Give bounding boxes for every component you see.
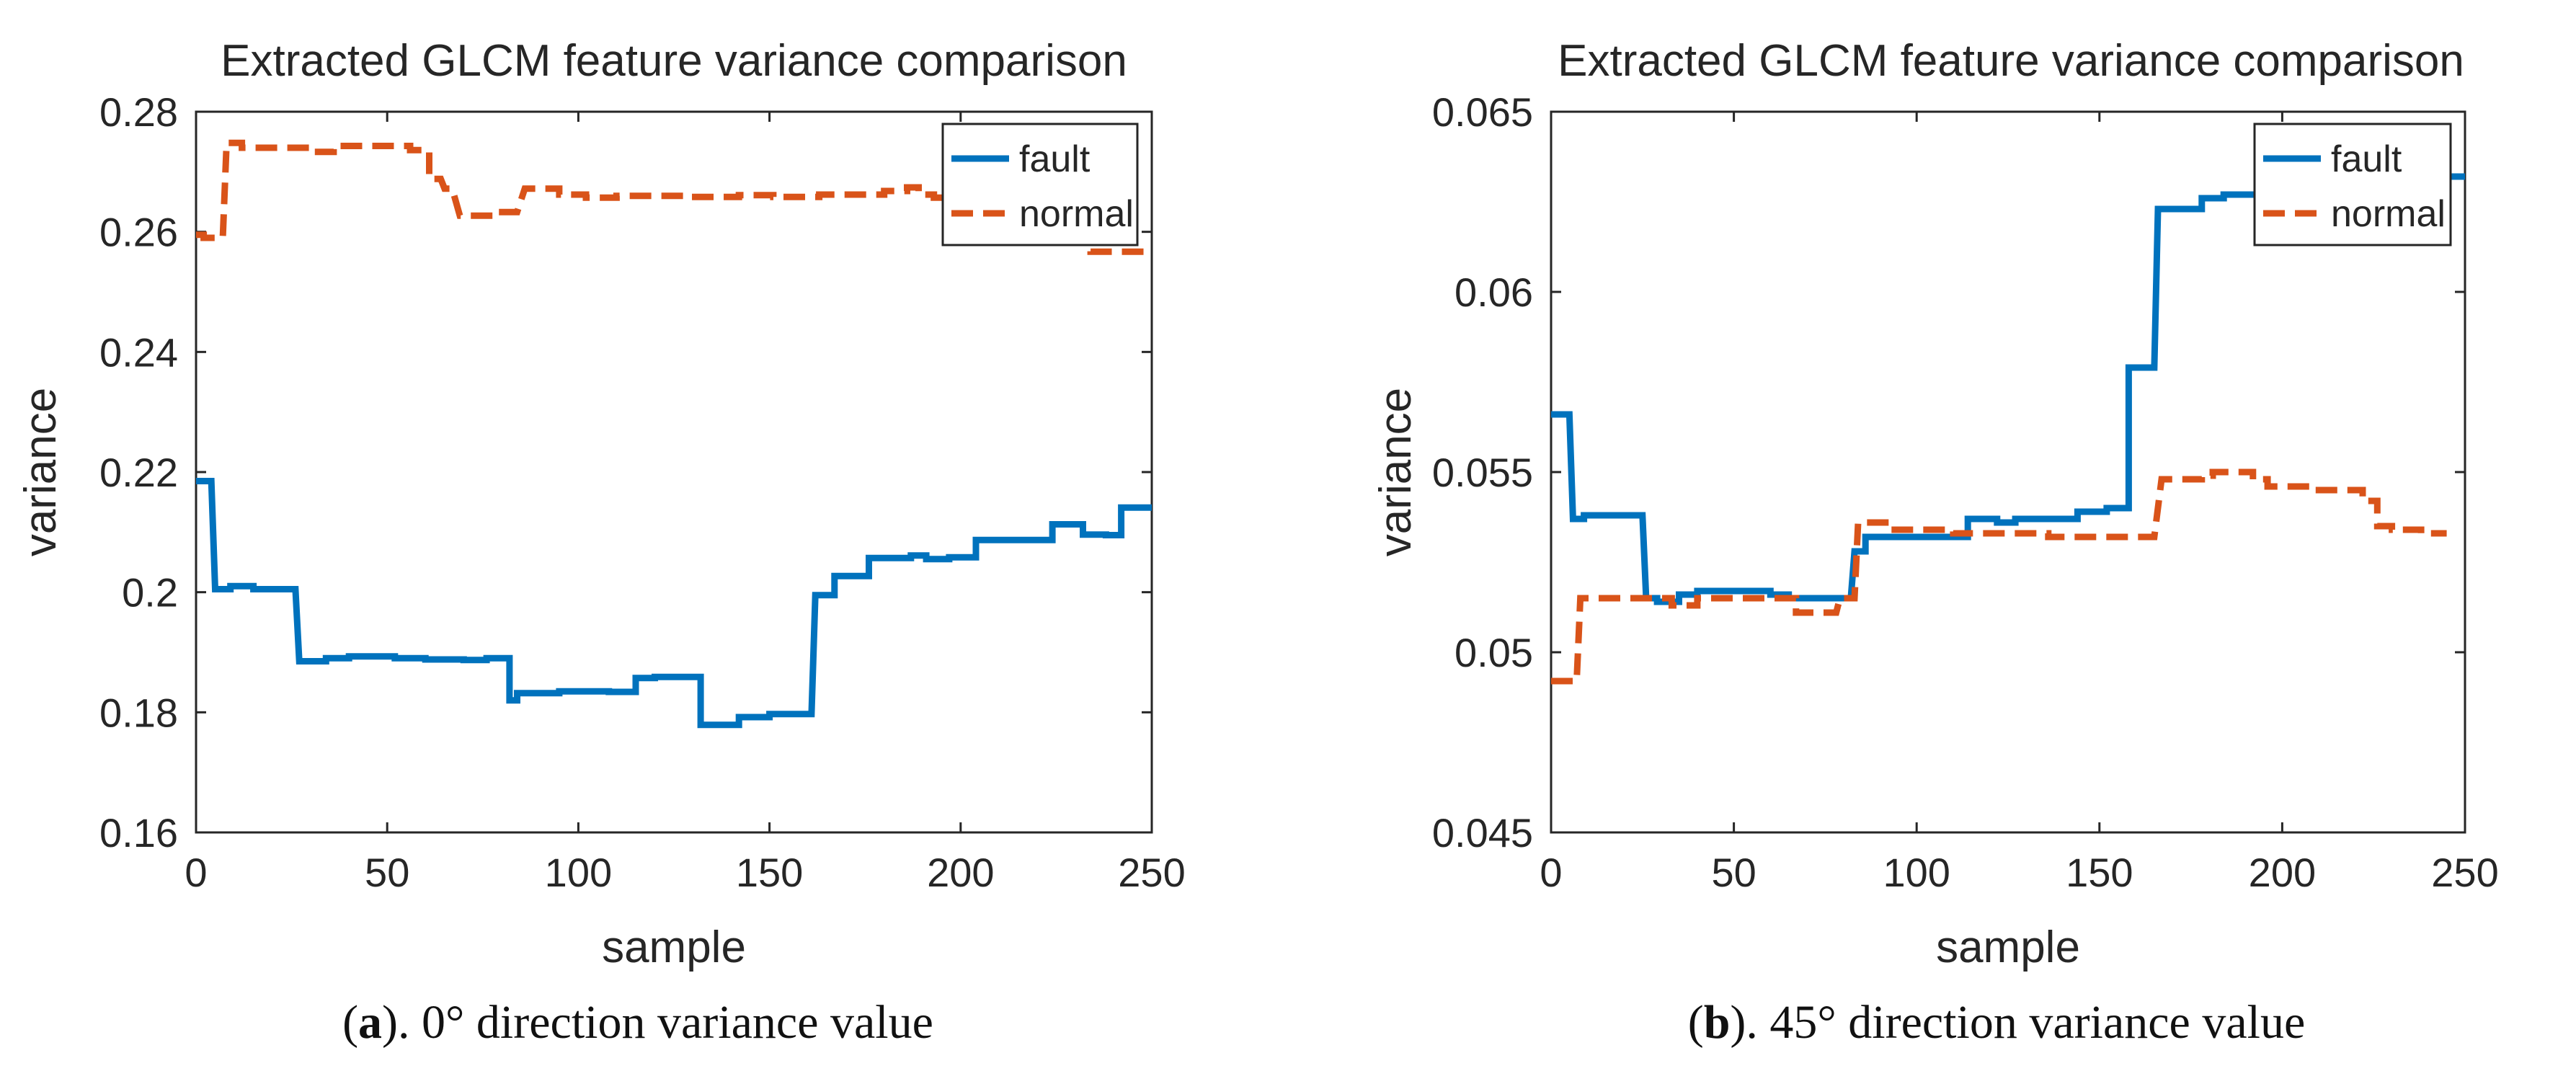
y-tick-label: 0.055 (1432, 450, 1533, 495)
x-tick-label: 150 (2066, 850, 2133, 895)
y-tick-label: 0.065 (1432, 89, 1533, 135)
legend: fault normal (2253, 123, 2452, 246)
caption-a: (a). 0° direction variance value (342, 996, 933, 1049)
x-tick-label: 250 (1118, 850, 1185, 895)
y-axis-label: variance (16, 388, 66, 556)
plot-area: 0 50 100 150 200 250 0.045 0.05 0.055 0.06 0.065 (1432, 89, 2499, 895)
y-tick-label: 0.2 (122, 570, 178, 615)
legend-normal-label: normal (2331, 193, 2446, 235)
panel-a-chart: Extracted GLCM feature variance comparis… (16, 36, 1186, 1049)
legend-box (941, 123, 1139, 246)
y-tick-label: 0.26 (99, 210, 178, 255)
caption-a-letter: a (358, 996, 382, 1049)
y-tick-label: 0.22 (99, 450, 178, 495)
y-tick-label: 0.045 (1432, 810, 1533, 855)
x-axis-label: sample (602, 923, 746, 972)
legend-fault-label: fault (1019, 138, 1091, 180)
x-tick-label: 150 (736, 850, 803, 895)
legend-box (2253, 123, 2452, 246)
panel-b-chart: Extracted GLCM feature variance comparis… (1371, 36, 2499, 1049)
legend-fault-label: fault (2331, 138, 2402, 180)
y-tick-label: 0.16 (99, 810, 178, 855)
caption-a-text: ). 0° direction variance value (382, 996, 933, 1049)
y-axis-label: variance (1371, 388, 1421, 556)
caption-b-text: ). 45° direction variance value (1730, 996, 2305, 1049)
y-tick-label: 0.05 (1454, 630, 1533, 675)
y-tick-label: 0.28 (99, 89, 178, 135)
x-tick-label: 200 (2249, 850, 2316, 895)
caption-b-letter: b (1704, 996, 1731, 1049)
y-tick-label: 0.18 (99, 690, 178, 735)
x-tick-label: 0 (1540, 850, 1562, 895)
caption-b: (b). 45° direction variance value (1688, 996, 2306, 1049)
series-normal-line (1551, 468, 2447, 685)
y-tick-label: 0.24 (99, 329, 178, 375)
x-tick-label: 250 (2431, 850, 2498, 895)
legend-normal-label: normal (1019, 193, 1134, 235)
x-axis-label: sample (1936, 923, 2080, 972)
series-normal-line (196, 139, 1152, 255)
x-tick-label: 200 (927, 850, 994, 895)
chart-title: Extracted GLCM feature variance comparis… (1558, 36, 2464, 86)
x-tick-label: 100 (545, 850, 612, 895)
series-fault-line (1551, 173, 2465, 605)
x-tick-label: 0 (185, 850, 207, 895)
x-tick-label: 100 (1883, 850, 1950, 895)
y-tick-label: 0.06 (1454, 270, 1533, 315)
chart-title: Extracted GLCM feature variance comparis… (221, 36, 1127, 86)
x-tick-label: 50 (365, 850, 409, 895)
series-fault-line (196, 478, 1152, 729)
plot-area: 0 50 100 150 200 250 0.16 0.18 0.2 0.22 0.24 0.26 0.… (99, 89, 1186, 895)
x-tick-label: 50 (1711, 850, 1756, 895)
legend: fault normal (941, 123, 1139, 246)
